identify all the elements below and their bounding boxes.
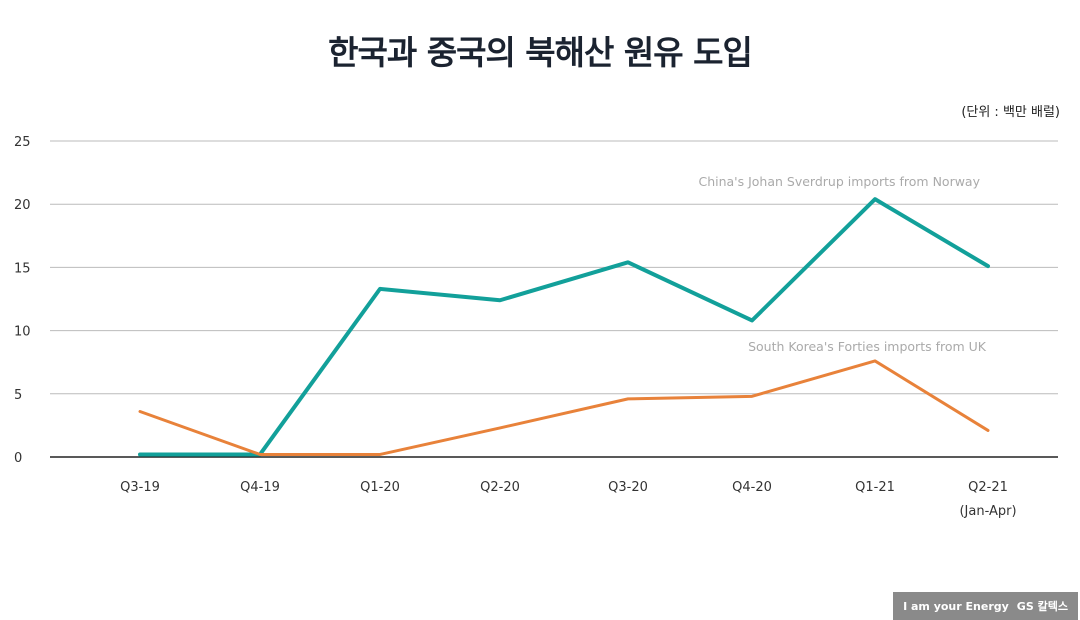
x-tick-label: Q2-21 xyxy=(968,480,1008,495)
x-tick-label: Q1-21 xyxy=(855,480,895,495)
y-tick-label: 20 xyxy=(14,198,31,213)
x-tick-label: Q2-20 xyxy=(480,480,520,495)
y-tick-label: 0 xyxy=(14,451,22,466)
x-tick-sublabel: (Jan-Apr) xyxy=(959,504,1016,519)
x-tick-label: Q3-20 xyxy=(608,480,648,495)
logo-slogan: I am your Energy xyxy=(903,599,1009,613)
y-tick-label: 10 xyxy=(14,325,31,340)
y-tick-label: 5 xyxy=(14,388,22,403)
series-label-china: China's Johan Sverdrup imports from Norw… xyxy=(698,174,980,189)
unit-label: (단위 : 백만 배럴) xyxy=(961,105,1060,120)
x-tick-label: Q4-20 xyxy=(732,480,772,495)
series-line xyxy=(138,359,990,456)
gs-caltex-logo: I am your Energy GS 칼텍스 xyxy=(893,592,1078,620)
y-tick-label: 25 xyxy=(14,135,31,150)
y-tick-label: 15 xyxy=(14,261,31,276)
x-tick-label: Q4-19 xyxy=(240,480,280,495)
x-tick-label: Q3-19 xyxy=(120,480,160,495)
x-tick-label: Q1-20 xyxy=(360,480,400,495)
chart-title: 한국과 중국의 북해산 원유 도입 xyxy=(328,33,753,72)
series-label-korea: South Korea's Forties imports from UK xyxy=(748,339,987,354)
logo-brand: GS 칼텍스 xyxy=(1016,600,1068,613)
series-line xyxy=(138,197,990,457)
